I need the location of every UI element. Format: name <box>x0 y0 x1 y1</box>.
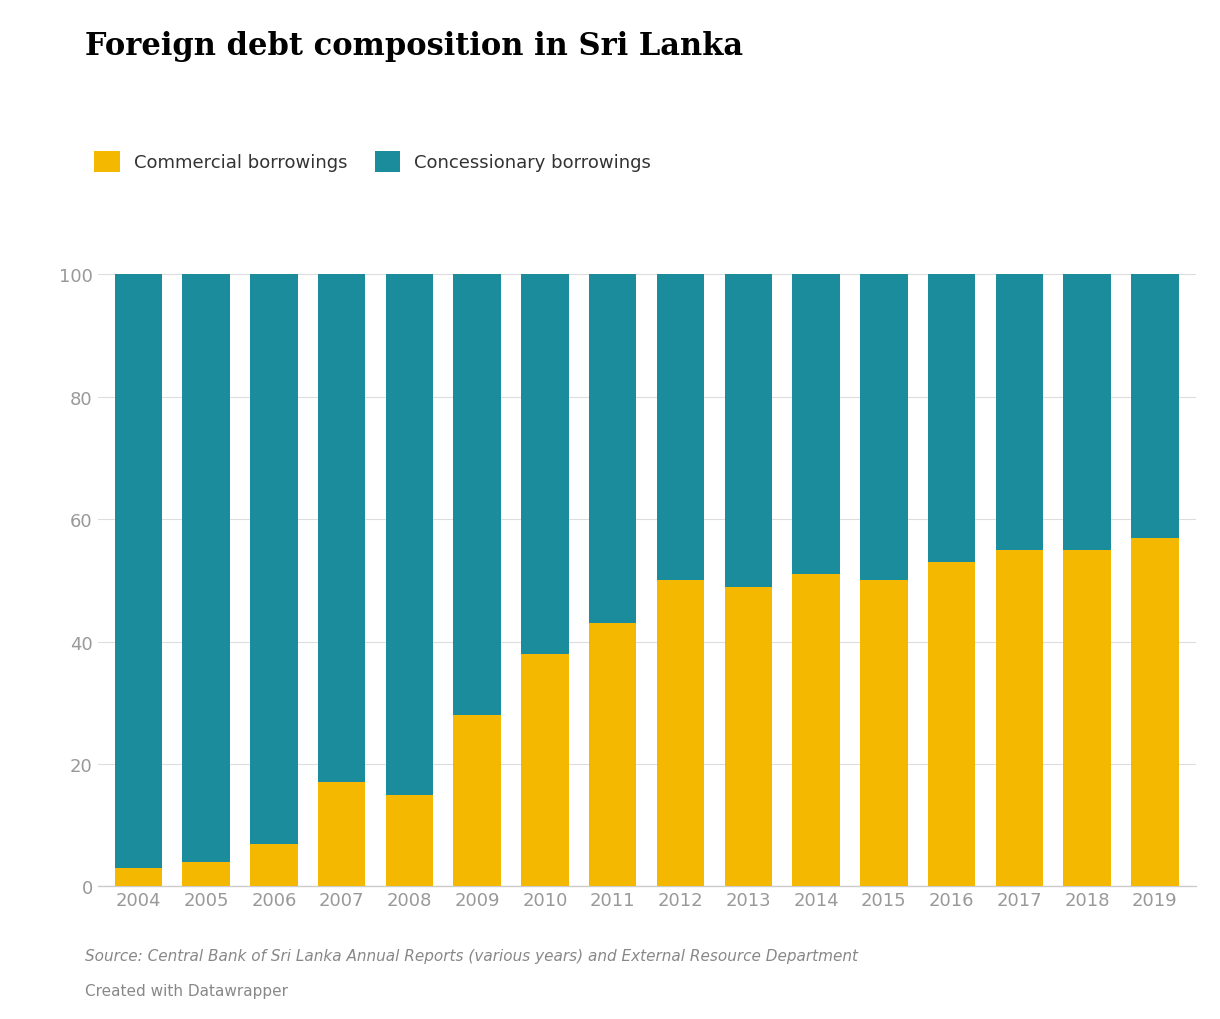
Bar <box>725 587 772 887</box>
Bar <box>725 275 772 587</box>
Bar <box>521 654 569 887</box>
Bar <box>250 275 298 844</box>
Bar <box>250 844 298 887</box>
Bar <box>182 275 229 862</box>
Bar <box>1131 538 1179 887</box>
Bar <box>792 275 839 575</box>
Bar <box>928 562 975 887</box>
Bar <box>1064 275 1111 550</box>
Bar <box>454 275 501 715</box>
Bar <box>860 275 908 581</box>
Bar <box>589 275 637 624</box>
Bar <box>318 275 365 783</box>
Bar <box>656 581 704 887</box>
Bar <box>860 581 908 887</box>
Text: Foreign debt composition in Sri Lanka: Foreign debt composition in Sri Lanka <box>85 31 743 61</box>
Bar <box>318 783 365 887</box>
Bar <box>454 715 501 887</box>
Bar <box>115 868 162 887</box>
Bar <box>589 624 637 887</box>
Bar <box>996 550 1043 887</box>
Bar <box>521 275 569 654</box>
Bar <box>928 275 975 562</box>
Bar <box>115 275 162 868</box>
Bar <box>386 275 433 795</box>
Bar <box>1064 550 1111 887</box>
Bar <box>182 862 229 887</box>
Bar <box>656 275 704 581</box>
Text: Source: Central Bank of Sri Lanka Annual Reports (various years) and External Re: Source: Central Bank of Sri Lanka Annual… <box>85 948 859 963</box>
Bar <box>792 575 839 887</box>
Bar <box>386 795 433 887</box>
Bar <box>1131 275 1179 538</box>
Text: Created with Datawrapper: Created with Datawrapper <box>85 983 288 999</box>
Bar <box>996 275 1043 550</box>
Legend: Commercial borrowings, Concessionary borrowings: Commercial borrowings, Concessionary bor… <box>94 152 651 172</box>
